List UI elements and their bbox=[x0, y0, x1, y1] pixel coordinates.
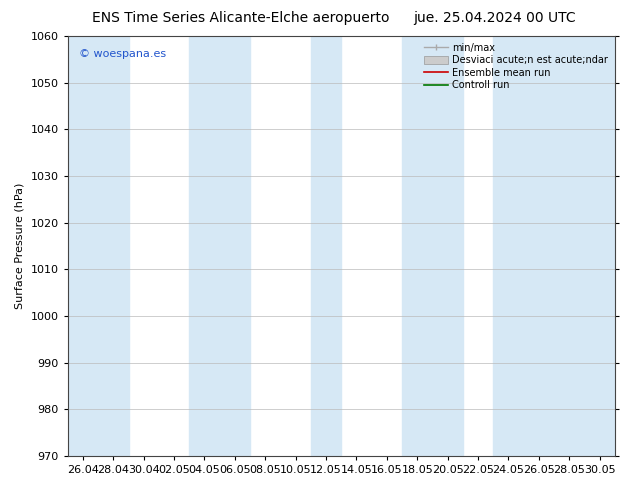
Bar bbox=[311, 36, 341, 456]
Bar bbox=[554, 36, 615, 456]
Bar bbox=[402, 36, 463, 456]
Y-axis label: Surface Pressure (hPa): Surface Pressure (hPa) bbox=[15, 183, 25, 309]
Text: jue. 25.04.2024 00 UTC: jue. 25.04.2024 00 UTC bbox=[413, 11, 576, 25]
Text: © woespana.es: © woespana.es bbox=[79, 49, 165, 59]
Text: ENS Time Series Alicante-Elche aeropuerto: ENS Time Series Alicante-Elche aeropuert… bbox=[92, 11, 390, 25]
Bar bbox=[190, 36, 250, 456]
Legend: min/max, Desviaci acute;n est acute;ndar, Ensemble mean run, Controll run: min/max, Desviaci acute;n est acute;ndar… bbox=[422, 41, 610, 92]
Bar bbox=[493, 36, 554, 456]
Bar bbox=[68, 36, 129, 456]
